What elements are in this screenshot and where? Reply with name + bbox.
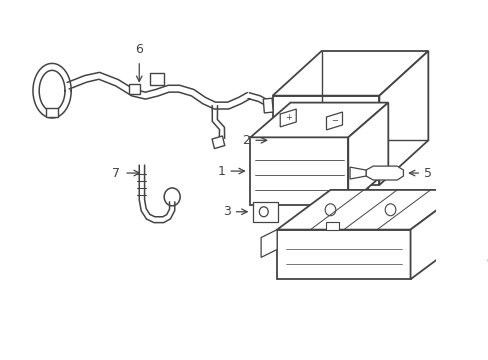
Bar xyxy=(263,98,273,113)
Text: 4: 4 xyxy=(485,253,488,266)
Polygon shape xyxy=(250,137,347,205)
Polygon shape xyxy=(347,185,367,197)
Polygon shape xyxy=(379,51,427,185)
Text: 5: 5 xyxy=(423,167,431,180)
Polygon shape xyxy=(326,112,342,130)
Polygon shape xyxy=(366,166,403,180)
Polygon shape xyxy=(272,96,379,185)
Bar xyxy=(46,108,58,117)
Text: 1: 1 xyxy=(217,165,225,177)
Text: 3: 3 xyxy=(223,205,230,218)
Polygon shape xyxy=(294,185,314,197)
Text: +: + xyxy=(284,113,291,122)
Bar xyxy=(129,84,140,94)
Polygon shape xyxy=(325,222,339,230)
Polygon shape xyxy=(261,230,277,257)
Polygon shape xyxy=(343,125,359,140)
Polygon shape xyxy=(277,230,410,279)
Bar xyxy=(212,136,224,149)
Polygon shape xyxy=(272,51,427,96)
Polygon shape xyxy=(349,167,366,179)
Polygon shape xyxy=(253,202,278,222)
Polygon shape xyxy=(285,125,305,145)
Polygon shape xyxy=(277,190,463,230)
Polygon shape xyxy=(410,190,463,279)
Text: 7: 7 xyxy=(111,167,120,180)
Bar xyxy=(150,73,163,85)
Polygon shape xyxy=(280,109,296,127)
Polygon shape xyxy=(250,103,387,137)
Text: 2: 2 xyxy=(242,134,250,147)
Polygon shape xyxy=(347,103,387,205)
Text: 6: 6 xyxy=(135,43,143,56)
Text: −: − xyxy=(330,116,337,125)
